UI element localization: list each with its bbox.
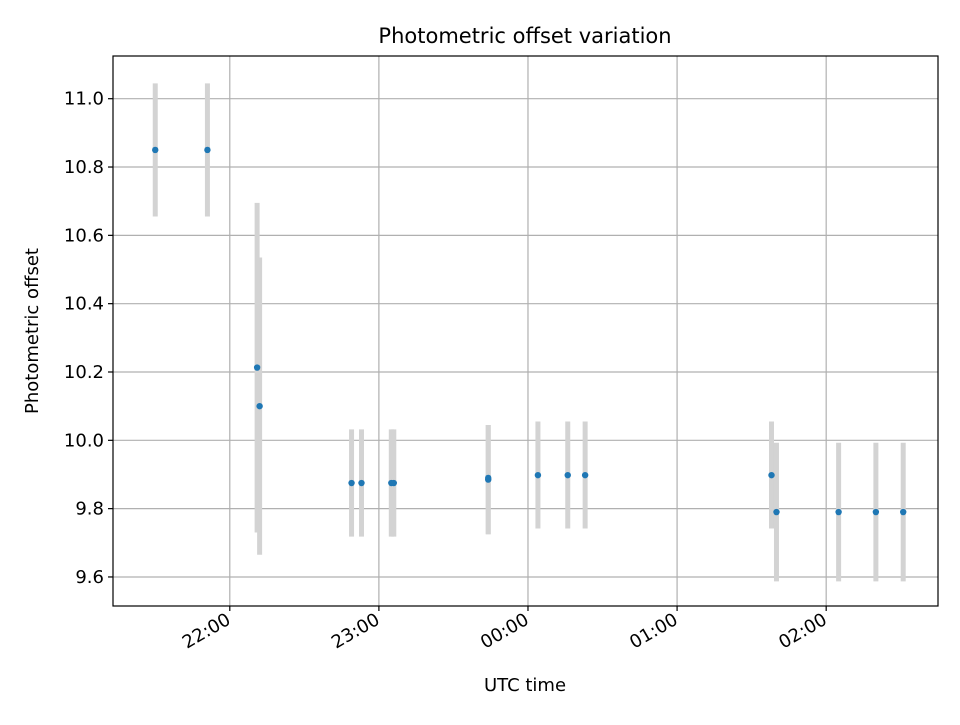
grid-layer [113, 56, 938, 606]
y-tick-label: 10.4 [64, 294, 104, 315]
chart-title: Photometric offset variation [378, 24, 671, 48]
y-tick-label: 11.0 [64, 89, 104, 110]
data-point [390, 479, 397, 487]
plot-frame [112, 55, 939, 607]
y-tick-label: 10.6 [64, 225, 104, 246]
data-point [835, 508, 842, 516]
tick-layer: 22:00 23:00 00:00 01:00 02:00 9.6 9.8 10.0 10.2 1… [64, 89, 831, 654]
y-tick-label: 10.8 [64, 157, 104, 178]
y-tick-label: 10.2 [64, 362, 104, 383]
y-tick-label: 9.6 [75, 567, 104, 588]
data-point [485, 474, 492, 482]
data-point [872, 508, 880, 516]
data-point [256, 402, 263, 410]
x-tick-label: 23:00 [328, 609, 383, 653]
data-point [152, 146, 159, 154]
x-tick-label: 02:00 [775, 609, 830, 653]
y-axis-label: Photometric offset [22, 248, 43, 414]
errorbar-layer [152, 83, 906, 582]
x-tick-label: 01:00 [626, 609, 681, 653]
data-point [564, 471, 571, 479]
x-tick-label: 22:00 [179, 609, 234, 653]
data-point [253, 364, 261, 371]
data-point [348, 479, 355, 487]
data-point [204, 146, 211, 154]
data-point [358, 479, 365, 487]
data-point [768, 471, 775, 479]
x-axis-label: UTC time [484, 675, 566, 696]
y-tick-label: 10.0 [64, 430, 104, 451]
data-point [534, 471, 542, 479]
x-tick-label: 00:00 [477, 609, 532, 653]
data-point [773, 508, 780, 516]
data-point [900, 508, 907, 516]
data-point [581, 471, 589, 479]
y-tick-label: 9.8 [75, 499, 104, 520]
point-layer [152, 146, 907, 516]
